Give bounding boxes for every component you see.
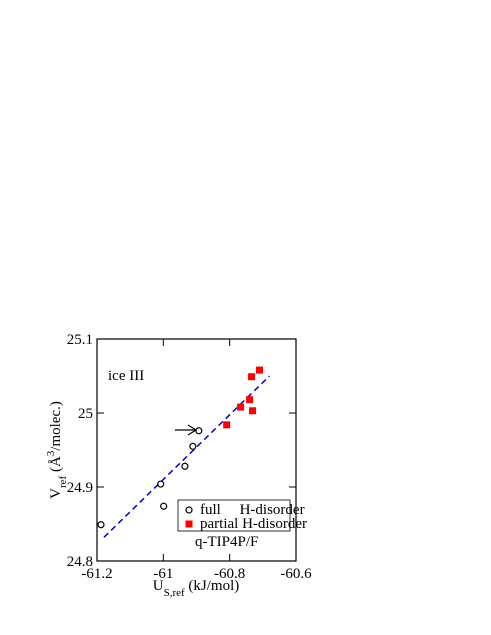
- label-part: V: [48, 488, 64, 499]
- label-part: (Å: [48, 456, 64, 476]
- y-tick-label: 24.9: [67, 480, 93, 496]
- y-tick-label: 24.8: [67, 554, 93, 570]
- arrow: [175, 424, 198, 436]
- legend-marker: [185, 520, 193, 528]
- point: [237, 403, 245, 411]
- x-tick-label: -60.8: [214, 566, 245, 582]
- x-tick-label: -60.6: [280, 566, 312, 582]
- annotation: ice III: [108, 368, 144, 384]
- y-tick-label: 25.1: [67, 332, 93, 348]
- label-part: ref: [57, 475, 69, 488]
- point: [189, 442, 197, 450]
- label-part: S,ref: [164, 587, 185, 599]
- x-tick-label: -61: [153, 566, 173, 582]
- fit-line: [103, 375, 270, 538]
- label-part: (kJ/mol): [185, 578, 240, 594]
- plot-frame: [96, 338, 297, 562]
- point: [160, 502, 168, 510]
- legend-label: partial H-disorder: [200, 516, 307, 532]
- x-axis-label: US,ref (kJ/mol): [153, 578, 240, 599]
- point: [195, 427, 203, 435]
- legend-label: full H-disorder: [200, 502, 305, 518]
- y-axis-label: Vref (Å3/molec.): [45, 401, 69, 499]
- point: [97, 521, 105, 529]
- point: [248, 373, 256, 381]
- x-tick-label: -61.2: [81, 566, 112, 582]
- label-part: U: [153, 578, 164, 594]
- y-tick-label: 25: [78, 406, 93, 422]
- legend-marker: [185, 506, 193, 514]
- annotation: q-TIP4P/F: [195, 534, 258, 550]
- point: [246, 396, 254, 404]
- point: [249, 407, 257, 415]
- label-part: 3: [45, 450, 57, 456]
- point: [157, 480, 165, 488]
- legend-box: [177, 499, 291, 532]
- label-part: /molec.): [48, 401, 64, 451]
- point: [223, 421, 231, 429]
- point: [181, 462, 189, 470]
- point: [256, 366, 264, 374]
